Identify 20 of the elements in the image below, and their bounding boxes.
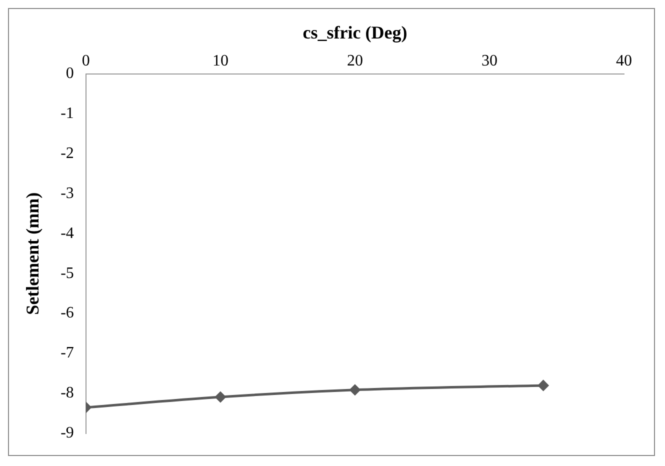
x-tick-label: 0 — [82, 52, 90, 70]
y-tick-label: -7 — [60, 344, 74, 362]
point — [215, 392, 226, 402]
y-tick-label: -2 — [60, 144, 74, 162]
x-tick-label: 30 — [481, 52, 498, 70]
x-tick-label: 40 — [616, 52, 632, 70]
point — [538, 380, 549, 391]
x-tick-label: 20 — [346, 52, 363, 70]
x-axis-title: cs_sfric (Deg) — [302, 22, 408, 42]
y-tick-label: -8 — [60, 384, 74, 402]
y-tick-label: -6 — [60, 304, 74, 322]
y-tick-label: -1 — [60, 104, 74, 122]
y-axis-title: Setlement (mm) — [22, 192, 42, 315]
y-tick-label: -9 — [60, 424, 74, 442]
y-tick-label: -5 — [60, 264, 74, 282]
point — [350, 384, 360, 396]
y-tick-label: -4 — [60, 224, 74, 242]
x-tick-label: 10 — [212, 52, 228, 70]
y-tick-label: 0 — [66, 65, 74, 82]
y-tick-label: -3 — [60, 184, 74, 202]
